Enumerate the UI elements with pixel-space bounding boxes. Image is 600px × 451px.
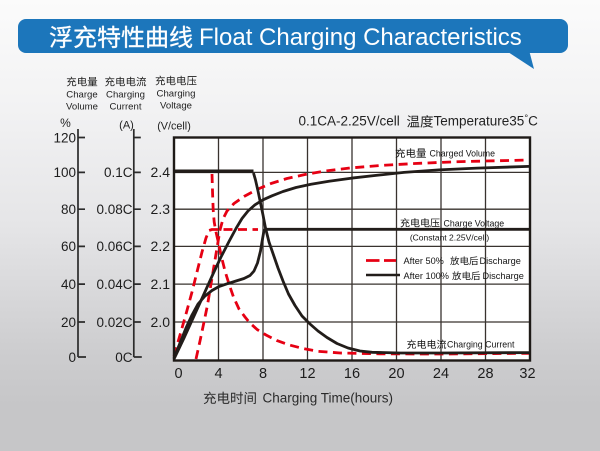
svg-text:After 100%: After 100% — [404, 271, 449, 281]
svg-text:Charge: Charge — [66, 90, 97, 101]
svg-text:2.3: 2.3 — [151, 201, 171, 217]
svg-text:Charging: Charging — [106, 90, 145, 101]
svg-text:100: 100 — [53, 165, 76, 180]
svg-text:8: 8 — [259, 366, 267, 382]
svg-text:Voltage: Voltage — [160, 101, 192, 112]
svg-text:16: 16 — [344, 366, 360, 382]
svg-text:20: 20 — [388, 366, 404, 382]
svg-text:20: 20 — [61, 315, 76, 330]
svg-text:2.0: 2.0 — [151, 314, 171, 330]
svg-text:0: 0 — [174, 366, 182, 382]
svg-text:40: 40 — [61, 277, 76, 292]
svg-text:Charged Volume: Charged Volume — [430, 149, 496, 159]
svg-text:Discharge: Discharge — [480, 256, 521, 266]
svg-text:Charging Current: Charging Current — [447, 340, 515, 350]
svg-text:4: 4 — [214, 366, 222, 382]
svg-text:Discharge: Discharge — [483, 271, 524, 281]
svg-text:Temperature35°C: Temperature35°C — [434, 113, 539, 129]
svg-text:2.2: 2.2 — [151, 238, 171, 254]
svg-text:Charge Voltage: Charge Voltage — [444, 219, 505, 229]
svg-text:After 50%: After 50% — [404, 256, 444, 266]
svg-text:Current: Current — [110, 102, 142, 113]
svg-text:2.1: 2.1 — [151, 276, 171, 292]
svg-text:Volume: Volume — [66, 102, 98, 113]
svg-text:0.1C: 0.1C — [104, 165, 133, 180]
svg-text:60: 60 — [61, 239, 76, 254]
svg-text:0.08C: 0.08C — [96, 202, 132, 217]
svg-text:(A): (A) — [119, 120, 134, 132]
svg-text:28: 28 — [477, 366, 493, 382]
svg-text:Charging Time(hours): Charging Time(hours) — [263, 391, 394, 406]
svg-text:0.06C: 0.06C — [96, 239, 132, 254]
svg-text:Float Charging Characteristics: Float Charging Characteristics — [199, 24, 522, 51]
svg-text:(Constant 2.25V/cell): (Constant 2.25V/cell) — [410, 233, 490, 243]
svg-text:0.1CA-2.25V/cell: 0.1CA-2.25V/cell — [299, 114, 400, 129]
svg-text:120: 120 — [53, 130, 76, 145]
svg-text:24: 24 — [433, 366, 449, 382]
svg-text:0.04C: 0.04C — [96, 277, 132, 292]
svg-text:0: 0 — [68, 350, 76, 365]
svg-text:%: % — [60, 116, 71, 130]
svg-text:80: 80 — [61, 202, 76, 217]
svg-text:0C: 0C — [115, 350, 133, 365]
svg-text:12: 12 — [299, 366, 315, 382]
svg-text:0.02C: 0.02C — [96, 315, 132, 330]
svg-text:(V/cell): (V/cell) — [157, 121, 191, 133]
svg-text:Charging: Charging — [157, 89, 196, 100]
svg-text:2.4: 2.4 — [151, 164, 171, 180]
svg-text:32: 32 — [519, 366, 535, 382]
